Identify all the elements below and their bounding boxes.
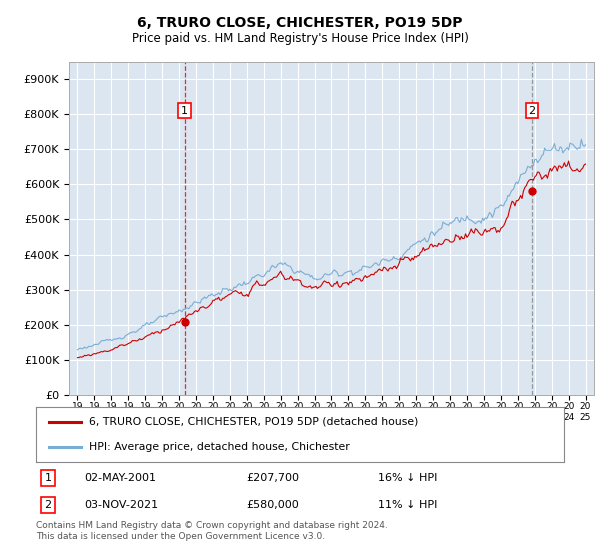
Text: £580,000: £580,000 — [246, 500, 299, 510]
Text: 03-NOV-2021: 03-NOV-2021 — [84, 500, 158, 510]
Text: HPI: Average price, detached house, Chichester: HPI: Average price, detached house, Chic… — [89, 442, 350, 452]
Text: 16% ↓ HPI: 16% ↓ HPI — [378, 473, 437, 483]
Text: 6, TRURO CLOSE, CHICHESTER, PO19 5DP: 6, TRURO CLOSE, CHICHESTER, PO19 5DP — [137, 16, 463, 30]
Text: 2: 2 — [44, 500, 52, 510]
Text: 02-MAY-2001: 02-MAY-2001 — [84, 473, 156, 483]
Text: 1: 1 — [44, 473, 52, 483]
Text: £207,700: £207,700 — [246, 473, 299, 483]
Text: Contains HM Land Registry data © Crown copyright and database right 2024.
This d: Contains HM Land Registry data © Crown c… — [36, 521, 388, 541]
Text: 11% ↓ HPI: 11% ↓ HPI — [378, 500, 437, 510]
Text: Price paid vs. HM Land Registry's House Price Index (HPI): Price paid vs. HM Land Registry's House … — [131, 32, 469, 45]
Text: 6, TRURO CLOSE, CHICHESTER, PO19 5DP (detached house): 6, TRURO CLOSE, CHICHESTER, PO19 5DP (de… — [89, 417, 418, 427]
Text: 1: 1 — [181, 106, 188, 116]
Text: 2: 2 — [528, 106, 535, 116]
